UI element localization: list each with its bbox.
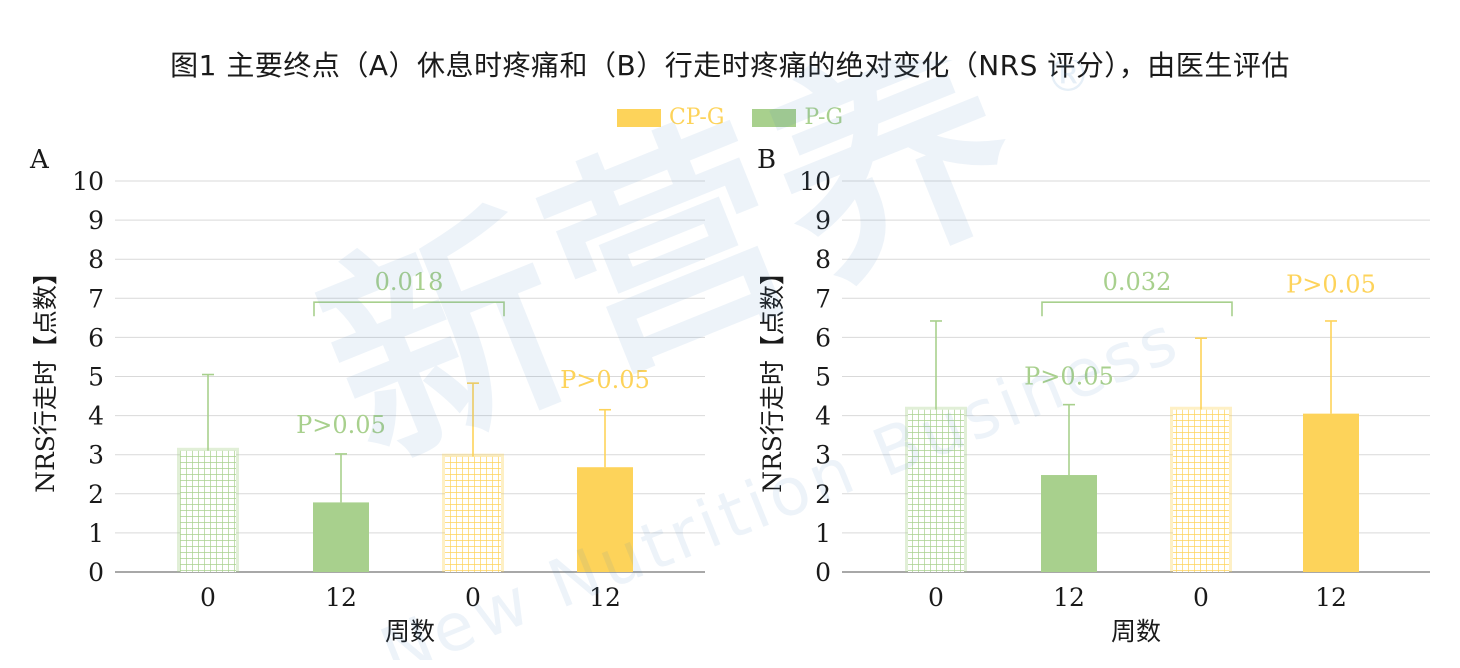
y-tick-label: 5: [815, 363, 831, 392]
y-tick-label: 10: [799, 167, 831, 196]
y-tick-label: 2: [815, 480, 831, 509]
bar: [445, 456, 501, 572]
x-tick-label: 0: [928, 583, 944, 612]
x-axis-label: 周数: [385, 617, 435, 646]
y-tick-label: 0: [815, 558, 831, 587]
p-value-label: P>0.05: [296, 411, 386, 439]
y-tick-label: 1: [815, 519, 831, 548]
x-tick-label: 0: [465, 583, 481, 612]
p-value-label: P>0.05: [1286, 270, 1376, 298]
significance-bracket: [1041, 301, 1233, 317]
chart-title: 图1 主要终点（A）休息时疼痛和（B）行走时疼痛的绝对变化（NRS 评分），由医…: [170, 49, 1290, 82]
y-tick-label: 6: [815, 323, 831, 352]
y-tick-label: 3: [815, 441, 831, 470]
panel-label: A: [29, 145, 50, 175]
y-tick-label: 10: [72, 167, 104, 196]
x-axis-label: 周数: [1111, 617, 1161, 646]
y-tick-label: 6: [88, 323, 104, 352]
panel-label: B: [757, 145, 776, 175]
significance-label: 0.018: [375, 268, 444, 296]
y-tick-label: 2: [88, 480, 104, 509]
bar: [313, 502, 369, 572]
y-tick-label: 3: [88, 441, 104, 470]
y-axis-label: NRS行走时【点数】: [31, 260, 60, 493]
y-tick-label: 9: [88, 206, 104, 235]
legend: CP-G P-G: [0, 105, 1460, 130]
y-tick-label: 5: [88, 363, 104, 392]
y-tick-label: 9: [815, 206, 831, 235]
significance-bracket: [313, 301, 505, 317]
bar: [577, 467, 633, 572]
p-value-label: P>0.05: [1024, 362, 1114, 390]
legend-item-cpg: CP-G: [616, 105, 725, 130]
bar: [1173, 409, 1229, 572]
legend-label-cpg: CP-G: [668, 105, 725, 130]
x-tick-label: 0: [1193, 583, 1209, 612]
x-tick-label: 12: [1315, 583, 1347, 612]
y-axis-label: NRS行走时【点数】: [758, 260, 787, 493]
bar: [1041, 475, 1097, 572]
bar: [180, 450, 236, 572]
legend-item-pg: P-G: [752, 105, 843, 130]
legend-swatch-pg: [752, 108, 797, 127]
legend-swatch-cpg: [616, 108, 661, 127]
bar: [908, 409, 964, 572]
significance-label: 0.032: [1103, 268, 1172, 296]
y-tick-label: 7: [815, 284, 831, 313]
y-tick-label: 1: [88, 519, 104, 548]
legend-label-pg: P-G: [804, 105, 844, 130]
y-tick-label: 0: [88, 558, 104, 587]
y-tick-label: 8: [88, 245, 104, 274]
x-tick-label: 0: [200, 583, 216, 612]
p-value-label: P>0.05: [560, 366, 650, 394]
y-tick-label: 4: [88, 402, 104, 431]
y-tick-label: 8: [815, 245, 831, 274]
x-tick-label: 12: [1053, 583, 1085, 612]
bar: [1303, 413, 1359, 572]
y-tick-label: 7: [88, 284, 104, 313]
x-tick-label: 12: [325, 583, 357, 612]
y-tick-label: 4: [815, 402, 831, 431]
x-tick-label: 12: [589, 583, 621, 612]
